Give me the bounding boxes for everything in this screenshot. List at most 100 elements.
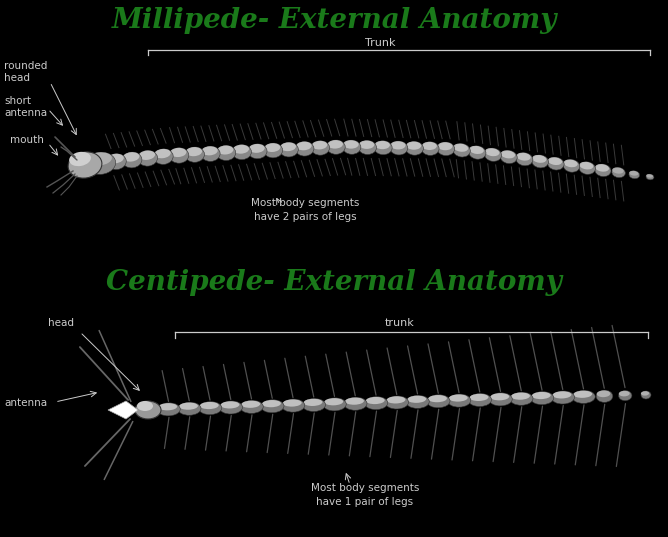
Ellipse shape	[137, 401, 153, 411]
Ellipse shape	[438, 142, 452, 150]
Ellipse shape	[170, 148, 186, 157]
Ellipse shape	[265, 143, 281, 152]
Ellipse shape	[572, 390, 595, 403]
Ellipse shape	[325, 398, 343, 405]
Ellipse shape	[385, 396, 409, 409]
Ellipse shape	[501, 150, 515, 158]
Text: Millipede- External Anatomy: Millipede- External Anatomy	[112, 6, 556, 33]
Ellipse shape	[548, 157, 564, 170]
Ellipse shape	[422, 142, 437, 150]
Ellipse shape	[469, 146, 486, 159]
Ellipse shape	[186, 147, 202, 156]
Ellipse shape	[548, 157, 562, 165]
Ellipse shape	[199, 402, 222, 415]
Ellipse shape	[573, 391, 592, 398]
Text: rounded
head: rounded head	[4, 61, 47, 83]
Ellipse shape	[500, 150, 517, 164]
Ellipse shape	[563, 159, 580, 172]
Ellipse shape	[344, 397, 367, 410]
Ellipse shape	[646, 174, 653, 178]
Ellipse shape	[248, 144, 267, 159]
Text: Trunk: Trunk	[365, 38, 395, 48]
Ellipse shape	[438, 142, 455, 156]
Ellipse shape	[532, 155, 546, 163]
Ellipse shape	[406, 141, 422, 150]
Ellipse shape	[170, 148, 189, 163]
Ellipse shape	[220, 401, 242, 414]
Ellipse shape	[552, 391, 574, 404]
Ellipse shape	[86, 153, 116, 175]
Ellipse shape	[595, 164, 611, 177]
Ellipse shape	[532, 155, 548, 168]
Ellipse shape	[449, 395, 468, 402]
Ellipse shape	[232, 144, 251, 159]
Ellipse shape	[312, 141, 327, 149]
Ellipse shape	[485, 148, 500, 156]
Ellipse shape	[217, 146, 233, 155]
Ellipse shape	[468, 394, 492, 407]
Ellipse shape	[345, 397, 364, 405]
Ellipse shape	[405, 141, 424, 155]
Ellipse shape	[343, 140, 359, 149]
Ellipse shape	[619, 390, 632, 401]
Ellipse shape	[453, 143, 470, 157]
Ellipse shape	[641, 391, 651, 399]
Text: antenna: antenna	[4, 398, 47, 408]
Ellipse shape	[454, 143, 468, 152]
Ellipse shape	[469, 146, 484, 154]
Ellipse shape	[484, 148, 502, 162]
Ellipse shape	[422, 142, 439, 155]
Ellipse shape	[374, 141, 392, 155]
Ellipse shape	[107, 154, 124, 163]
Ellipse shape	[280, 142, 296, 151]
Ellipse shape	[532, 392, 550, 399]
Ellipse shape	[366, 397, 385, 404]
Ellipse shape	[86, 152, 112, 165]
Ellipse shape	[427, 395, 450, 408]
Ellipse shape	[135, 401, 161, 419]
Ellipse shape	[262, 400, 281, 407]
Ellipse shape	[646, 174, 654, 180]
Ellipse shape	[303, 398, 325, 411]
Ellipse shape	[516, 153, 531, 161]
Ellipse shape	[406, 395, 430, 408]
Ellipse shape	[390, 141, 407, 155]
Ellipse shape	[612, 168, 625, 178]
Ellipse shape	[296, 142, 312, 150]
Ellipse shape	[264, 143, 283, 158]
Ellipse shape	[510, 392, 533, 405]
Text: short
antenna: short antenna	[4, 96, 47, 118]
Ellipse shape	[579, 162, 593, 170]
Ellipse shape	[629, 171, 640, 179]
Text: Centipede- External Anatomy: Centipede- External Anatomy	[106, 270, 562, 296]
Ellipse shape	[179, 403, 198, 410]
Ellipse shape	[71, 154, 96, 168]
Ellipse shape	[70, 154, 100, 176]
Ellipse shape	[216, 146, 236, 161]
Ellipse shape	[359, 141, 374, 149]
Ellipse shape	[629, 171, 639, 176]
Ellipse shape	[407, 396, 426, 403]
Ellipse shape	[201, 146, 220, 162]
Ellipse shape	[138, 402, 156, 411]
Ellipse shape	[365, 397, 387, 410]
Ellipse shape	[390, 141, 405, 149]
Ellipse shape	[428, 395, 447, 402]
Ellipse shape	[261, 400, 284, 413]
Ellipse shape	[387, 396, 405, 403]
Ellipse shape	[448, 394, 471, 407]
Ellipse shape	[158, 403, 177, 410]
Text: trunk: trunk	[385, 318, 415, 328]
Ellipse shape	[106, 154, 126, 170]
Ellipse shape	[641, 391, 649, 396]
Polygon shape	[108, 401, 138, 419]
Ellipse shape	[327, 140, 345, 154]
Ellipse shape	[68, 152, 102, 178]
Ellipse shape	[311, 141, 329, 155]
Ellipse shape	[138, 150, 155, 160]
Ellipse shape	[138, 150, 158, 166]
Ellipse shape	[597, 390, 611, 397]
Ellipse shape	[579, 162, 595, 175]
Ellipse shape	[489, 393, 512, 406]
Ellipse shape	[303, 399, 323, 406]
